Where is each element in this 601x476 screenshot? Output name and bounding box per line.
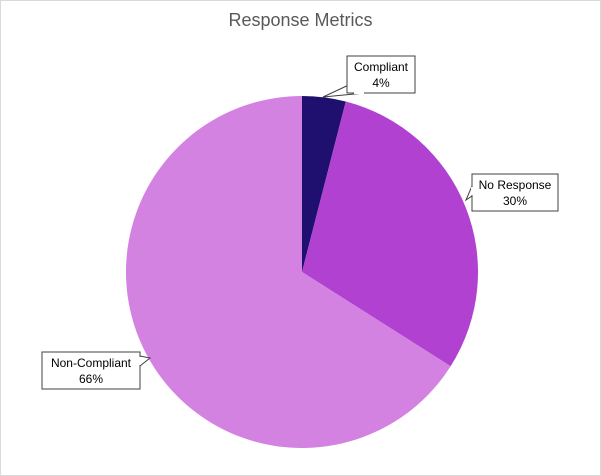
data-label-percent: 4%	[372, 76, 390, 90]
data-label-category: Non-Compliant	[51, 356, 132, 370]
callout-pointer	[139, 355, 152, 368]
callout-box	[471, 173, 559, 212]
callout-seam	[138, 357, 141, 365]
data-label-category: No Response	[479, 178, 552, 192]
pie-slice-no-response	[302, 101, 478, 367]
callout-box	[346, 55, 416, 94]
data-label-category: Compliant	[354, 60, 409, 74]
callout-seam	[354, 91, 364, 94]
data-label-compliant: Compliant 4%	[322, 55, 416, 98]
data-label-no-response: No Response 30%	[464, 173, 559, 212]
data-label-percent: 30%	[503, 194, 527, 208]
pie-slice-compliant	[302, 96, 346, 272]
callout-seam	[471, 187, 474, 195]
chart-title: Response Metrics	[228, 10, 373, 30]
data-label-non-compliant: Non-Compliant 66%	[41, 351, 152, 390]
data-label-percent: 66%	[79, 372, 103, 386]
pie-slice-non-compliant	[126, 96, 451, 448]
callout-box	[41, 351, 141, 390]
